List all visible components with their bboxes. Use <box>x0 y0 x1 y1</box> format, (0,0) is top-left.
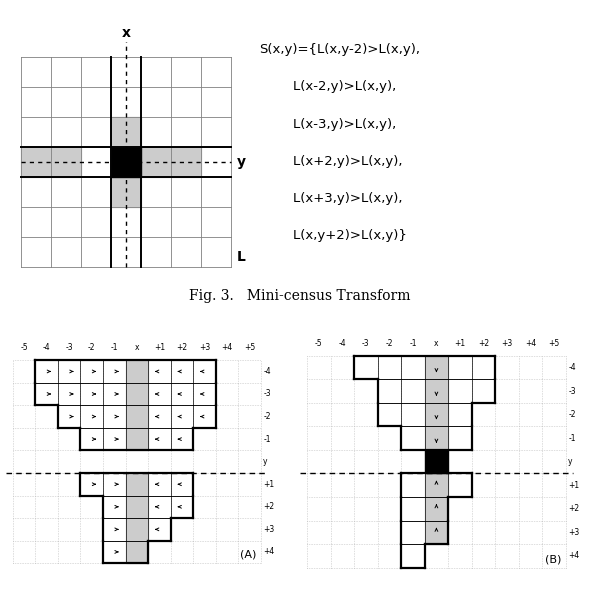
Text: +2: +2 <box>568 504 579 513</box>
Text: L: L <box>237 249 246 264</box>
Text: L(x-3,y)>L(x,y),: L(x-3,y)>L(x,y), <box>259 118 396 131</box>
Text: -3: -3 <box>65 343 73 352</box>
Text: -1: -1 <box>263 434 271 443</box>
Text: -3: -3 <box>362 339 370 348</box>
Bar <box>111 177 141 207</box>
Text: +4: +4 <box>221 343 233 352</box>
Text: +1: +1 <box>454 339 466 348</box>
Bar <box>125 405 148 428</box>
Text: +4: +4 <box>263 547 274 556</box>
Text: -4: -4 <box>43 343 50 352</box>
Text: y: y <box>568 458 572 466</box>
Text: y: y <box>237 154 246 168</box>
Text: +3: +3 <box>263 525 274 534</box>
Text: +5: +5 <box>244 343 255 352</box>
Text: +3: +3 <box>502 339 512 348</box>
Bar <box>111 146 141 177</box>
Text: -4: -4 <box>338 339 346 348</box>
Bar <box>21 146 51 177</box>
Text: +5: +5 <box>548 339 560 348</box>
Text: x: x <box>134 343 139 352</box>
Bar <box>125 382 148 405</box>
Bar <box>141 146 171 177</box>
Text: L(x+2,y)>L(x,y),: L(x+2,y)>L(x,y), <box>259 155 403 168</box>
Text: +1: +1 <box>568 481 579 490</box>
Bar <box>425 403 448 426</box>
Text: +2: +2 <box>263 502 274 511</box>
Text: -1: -1 <box>568 434 575 443</box>
Text: +2: +2 <box>478 339 489 348</box>
Text: -4: -4 <box>263 367 271 376</box>
Text: -2: -2 <box>568 410 575 419</box>
Text: x: x <box>122 26 131 40</box>
Text: -4: -4 <box>568 363 576 372</box>
Text: +1: +1 <box>263 479 274 489</box>
Text: -5: -5 <box>315 339 323 348</box>
Bar <box>125 360 148 382</box>
Bar <box>125 473 148 495</box>
Text: +2: +2 <box>176 343 188 352</box>
Bar <box>425 497 448 520</box>
Text: -1: -1 <box>110 343 118 352</box>
Bar <box>111 117 141 146</box>
Bar <box>125 495 148 518</box>
Bar <box>51 146 81 177</box>
Text: +3: +3 <box>568 528 580 537</box>
Bar <box>425 450 448 473</box>
Text: -1: -1 <box>409 339 416 348</box>
Bar <box>425 426 448 450</box>
Bar <box>125 518 148 540</box>
Bar <box>125 428 148 450</box>
Text: Fig. 3.   Mini-census Transform: Fig. 3. Mini-census Transform <box>189 289 411 303</box>
Text: +1: +1 <box>154 343 165 352</box>
Text: -3: -3 <box>263 390 271 398</box>
Text: L(x-2,y)>L(x,y),: L(x-2,y)>L(x,y), <box>259 81 396 93</box>
Text: S(x,y)={L(x,y-2)>L(x,y),: S(x,y)={L(x,y-2)>L(x,y), <box>259 43 420 56</box>
Bar <box>171 146 201 177</box>
Text: L(x,y+2)>L(x,y)}: L(x,y+2)>L(x,y)} <box>259 229 407 242</box>
Text: +4: +4 <box>525 339 536 348</box>
Text: y: y <box>263 457 268 466</box>
Text: L(x+3,y)>L(x,y),: L(x+3,y)>L(x,y), <box>259 192 403 205</box>
Text: +4: +4 <box>568 551 580 561</box>
Text: +3: +3 <box>199 343 210 352</box>
Text: (A): (A) <box>240 550 256 560</box>
Bar <box>425 520 448 544</box>
Bar <box>425 356 448 379</box>
Text: x: x <box>434 339 439 348</box>
Text: -2: -2 <box>386 339 393 348</box>
Text: (B): (B) <box>545 554 561 564</box>
Text: -5: -5 <box>20 343 28 352</box>
Bar <box>125 540 148 563</box>
Text: -2: -2 <box>263 412 271 421</box>
Text: -2: -2 <box>88 343 95 352</box>
Text: -3: -3 <box>568 387 576 396</box>
Bar <box>425 379 448 403</box>
Bar <box>425 473 448 497</box>
